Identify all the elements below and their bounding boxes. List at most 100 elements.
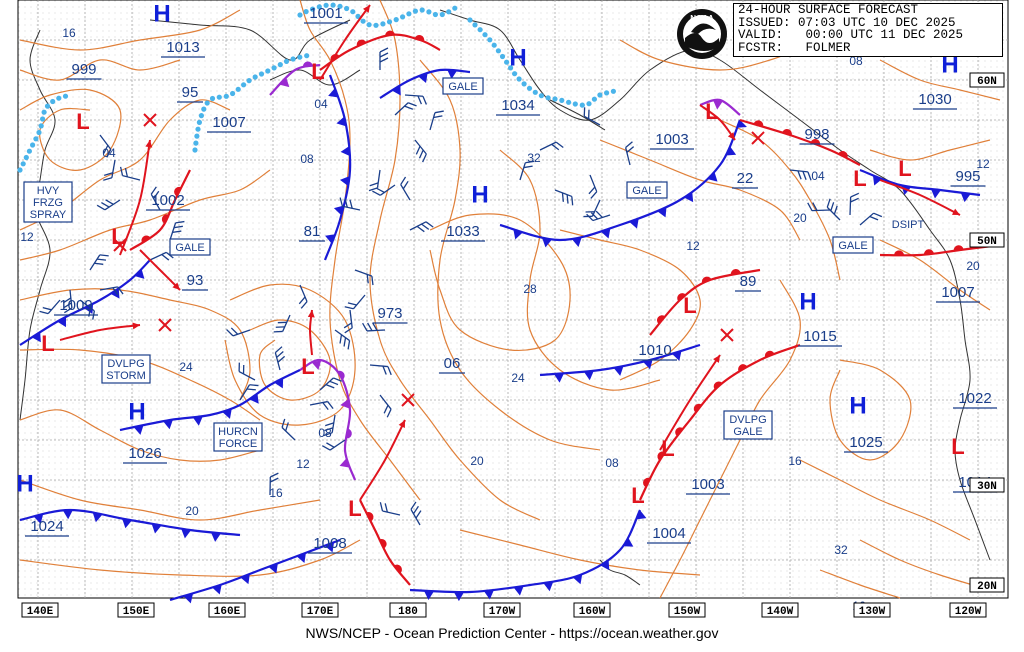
isobar (859, 539, 991, 591)
track-arrowhead (952, 208, 960, 215)
wind-barb (372, 184, 396, 196)
lon-label: 180 (398, 606, 418, 618)
high-center: H (153, 0, 170, 27)
wind-barb (586, 210, 611, 222)
barb-feather (124, 167, 129, 177)
barb-staff (89, 254, 101, 271)
front-triangle (249, 393, 259, 404)
isobar-value: 16 (269, 486, 283, 500)
warning-text: FORCE (219, 438, 258, 450)
ice-dot (201, 106, 207, 112)
ice-dot (223, 93, 229, 99)
barb-feather (97, 258, 107, 261)
ice-dot (62, 93, 69, 99)
barb-feather (269, 477, 279, 483)
low-center: L (111, 224, 124, 249)
ice-dot (400, 14, 406, 20)
ice-dot (304, 53, 310, 59)
barb-feather (407, 102, 417, 107)
low-center: L (631, 483, 644, 508)
barb-feather (422, 96, 427, 105)
front-triangle (325, 234, 336, 244)
barb-feather (161, 253, 170, 261)
barb-feather (425, 221, 434, 228)
ice-dot (246, 78, 252, 84)
wind-barb (583, 107, 601, 126)
barb-feather (333, 377, 342, 382)
isobar-value: 04 (102, 146, 116, 160)
low-center: L (898, 156, 911, 181)
barb-staff (583, 115, 601, 126)
warning-text: GALE (733, 426, 762, 438)
barb-staff (149, 251, 167, 261)
barb-feather (400, 176, 407, 185)
ice-dot (26, 148, 32, 154)
pressure-value: 1024 (30, 518, 63, 535)
wind-barb (789, 169, 812, 181)
barb-feather (322, 402, 329, 411)
lon-label: 160E (214, 606, 241, 618)
forecast-position-x (401, 393, 415, 407)
ice-dot (386, 19, 393, 25)
front-triangle (324, 542, 335, 553)
lat-label: 60N (977, 76, 997, 88)
front-triangle (737, 120, 747, 128)
front-triangle (340, 398, 350, 409)
ice-dot (366, 22, 372, 28)
barb-feather (339, 197, 344, 207)
front-triangle (447, 69, 458, 80)
ice-dot (344, 5, 350, 12)
barb-staff (104, 199, 121, 211)
barb-feather (117, 286, 124, 295)
barb-feather (416, 225, 425, 233)
barb-feather (802, 171, 807, 180)
pressure-value: 1034 (501, 97, 534, 114)
wind-barb (394, 102, 417, 116)
isobar (19, 169, 271, 261)
ice-dot (36, 129, 42, 136)
ice-dot (277, 62, 283, 68)
ice-dot (303, 9, 309, 15)
low-center: L (41, 331, 54, 356)
front-triangle (600, 228, 611, 239)
barb-staff (811, 209, 831, 212)
ice-dot (38, 123, 44, 129)
front-triangle (268, 563, 278, 574)
front-triangle (92, 512, 103, 523)
barb-staff (554, 189, 573, 198)
wind-barb (362, 322, 386, 332)
pressure-value: 973 (377, 305, 402, 322)
pressure-value: 1008 (313, 535, 346, 552)
ice-dot (40, 116, 46, 122)
ice-edge (17, 2, 617, 173)
warning-box (723, 410, 773, 440)
barb-staff (99, 134, 112, 150)
pressure-value: 1004 (652, 525, 685, 542)
pressure-value: 1002 (151, 192, 184, 209)
isobar-value: 32 (834, 543, 848, 557)
pressure-value: 1015 (803, 328, 836, 345)
barb-feather (347, 302, 357, 306)
barb-feather (383, 404, 389, 414)
ice-dot (373, 22, 379, 28)
barb-feather (379, 502, 384, 512)
barb-staff (379, 394, 392, 410)
front-triangle (453, 592, 464, 602)
barb-feather (112, 287, 119, 296)
barb-feather (590, 212, 599, 220)
wind-barb (150, 186, 161, 211)
wind-barb (414, 139, 427, 163)
barb-feather (323, 432, 333, 437)
barb-feather (386, 408, 392, 418)
lon-label: 120W (955, 606, 982, 618)
wind-barb (323, 414, 336, 437)
front-triangle (134, 269, 145, 279)
track-arrowhead (145, 140, 153, 148)
pressure-value: 1003 (655, 131, 688, 148)
front-semicircle (782, 129, 792, 136)
ice-dot (17, 167, 23, 173)
isobar (429, 213, 571, 351)
pressure-value: 95 (182, 84, 199, 101)
isobar (19, 539, 361, 577)
